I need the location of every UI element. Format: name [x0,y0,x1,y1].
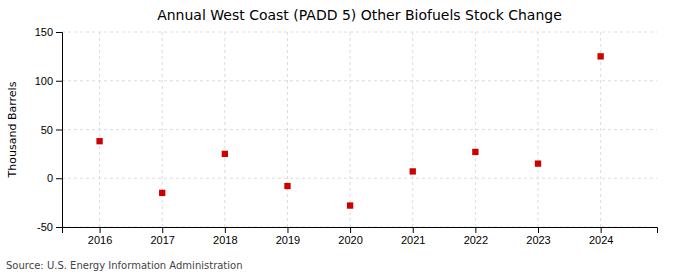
x-grid-line [600,32,601,227]
x-axis-line [63,228,658,234]
y-tick-mark [56,32,62,33]
x-tick: 2022 [464,227,488,246]
y-axis-line [56,33,63,228]
y-grid-line [62,32,657,33]
x-tick-mark [100,227,101,233]
x-tick-label: 2019 [276,234,300,246]
point [284,183,290,189]
x-grid-line [287,32,288,227]
y-tick-mark [56,130,62,131]
x-tick: 2021 [401,227,425,246]
x-tick: 2023 [526,227,550,246]
y-tick: 50 [41,124,62,136]
plot-area: 2016 2017 2018 2019 2020 2021 2022 2023 2024 -50 0… [35,26,658,246]
y-grid-line [62,80,657,81]
y-tick: -50 [37,221,62,233]
y-tick-mark [56,227,62,228]
x-grid-line [475,32,476,227]
x-tick-label: 2016 [88,234,112,246]
x-grid-line [350,32,351,227]
x-grid-line [224,32,225,227]
x-tick: 2024 [589,227,613,246]
x-tick-label: 2017 [150,234,174,246]
title: Annual West Coast (PADD 5) Other Biofuel… [157,7,562,23]
x-axis: 2016 2017 2018 2019 2020 2021 2022 2023 2024 [63,227,658,246]
x-tick-mark [413,227,414,233]
y-tick: 0 [47,172,62,184]
point [222,151,228,157]
x-tick-label: 2022 [464,234,488,246]
x-tick-label: 2018 [213,234,237,246]
point [347,202,353,208]
x-tick: 2016 [88,227,112,246]
y-axis: -50 0 50 100 150 [35,26,63,233]
point [96,138,102,144]
y-tick-label: 50 [41,124,53,136]
x-tick: 2018 [213,227,237,246]
x-tick-mark [538,227,539,233]
point [535,160,541,166]
chart-container: 2016 2017 2018 2019 2020 2021 2022 2023 2024 -50 0… [0,0,675,275]
point [159,190,165,196]
y-tick: 100 [35,75,62,87]
x-grid-line [412,32,413,227]
x-tick-mark [601,227,602,233]
x-tick: 2020 [338,227,362,246]
point [597,53,603,59]
x-grid-line [162,32,163,227]
x-tick: 2017 [150,227,174,246]
y-tick-mark [56,178,62,179]
chart-svg: 2016 2017 2018 2019 2020 2021 2022 2023 2024 -50 0… [0,0,675,275]
x-grid-line [99,32,100,227]
y-tick-label: 0 [47,172,53,184]
y-tick-mark [56,81,62,82]
x-tick-mark [225,227,226,233]
x-tick-mark [287,227,288,233]
source-note: Source: U.S. Energy Information Administ… [6,260,243,271]
x-tick-mark [162,227,163,233]
y-grid-line [62,129,657,130]
y-tick-label: 100 [35,75,53,87]
y-tick: 150 [35,26,62,38]
x-tick-label: 2021 [401,234,425,246]
x-tick-label: 2023 [526,234,550,246]
x-grid-line [538,32,539,227]
x-tick-label: 2024 [589,234,613,246]
point [472,149,478,155]
x-tick-mark [350,227,351,233]
x-tick: 2019 [276,227,300,246]
x-tick-mark [475,227,476,233]
y-tick-label: -50 [37,221,53,233]
y-tick-label: 150 [35,26,53,38]
y-axis-title: Thousand Barrels [6,81,19,178]
point [410,168,416,174]
points [96,53,603,209]
grid [62,32,657,227]
x-tick-label: 2020 [338,234,362,246]
y-grid-line [62,178,657,179]
